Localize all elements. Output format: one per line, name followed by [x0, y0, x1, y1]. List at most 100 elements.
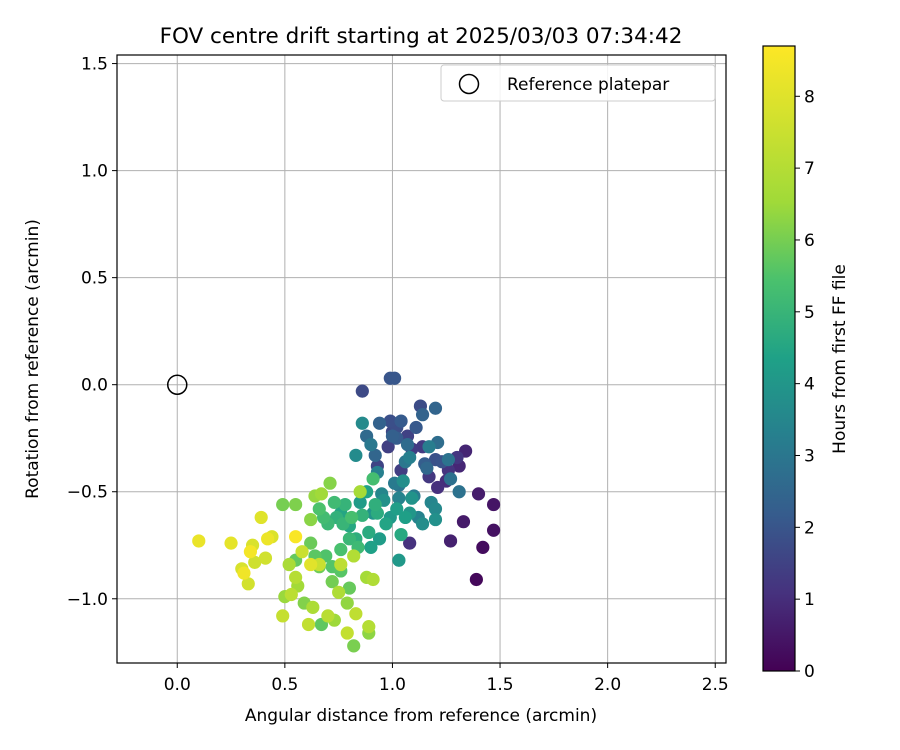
- y-tick-label-5: 1.5: [81, 55, 108, 75]
- data-point-51: [422, 440, 436, 454]
- data-point-29: [388, 371, 402, 385]
- data-point-22: [355, 384, 369, 398]
- data-point-114: [340, 596, 354, 610]
- data-point-36: [415, 408, 430, 422]
- data-point-145: [304, 557, 318, 572]
- colorbar-tick-label-4: 4: [804, 375, 815, 395]
- y-tick-label-4: 1.0: [81, 162, 108, 182]
- data-point-149: [237, 566, 251, 580]
- data-point-72: [390, 502, 404, 516]
- data-point-34: [385, 429, 400, 443]
- data-point-44: [452, 485, 466, 499]
- x-axis-label: Angular distance from reference (arcmin): [245, 706, 597, 726]
- data-point-129: [321, 609, 335, 623]
- colorbar-gradient: [762, 45, 796, 672]
- data-point-70: [353, 495, 367, 510]
- reference-marker: [167, 374, 188, 395]
- data-point-96: [312, 502, 326, 516]
- reference-platepar-marker: [167, 374, 188, 395]
- data-point-85: [355, 508, 369, 522]
- y-tick-label-2: 0.0: [81, 376, 108, 396]
- data-point-127: [362, 620, 376, 634]
- y-tick-label-1: −0.5: [67, 483, 108, 503]
- legend-label-reference-platepar: Reference platepar: [507, 75, 669, 95]
- data-point-83: [368, 497, 382, 512]
- data-point-131: [334, 557, 348, 572]
- colorbar: 0 1 2 3 4 5 6 7 8 Hours from first FF file: [762, 45, 850, 682]
- data-point-93: [366, 472, 380, 486]
- data-point-48: [364, 438, 378, 452]
- data-point-134: [340, 626, 354, 640]
- chart-title: FOV centre drift starting at 2025/03/03 …: [160, 24, 683, 49]
- data-point-128: [289, 570, 303, 584]
- data-point-137: [295, 545, 309, 559]
- colorbar-tick-label-8: 8: [804, 87, 815, 107]
- data-points: [192, 371, 501, 653]
- data-point-71: [372, 532, 387, 546]
- y-axis-label: Rotation from reference (arcmin): [23, 219, 43, 499]
- data-point-0: [469, 572, 483, 587]
- data-point-122: [282, 557, 296, 572]
- data-point-108: [347, 639, 361, 653]
- data-point-30: [409, 420, 423, 435]
- data-point-5: [471, 487, 486, 501]
- colorbar-tick-label-7: 7: [804, 159, 815, 179]
- data-point-150: [243, 545, 258, 559]
- data-point-79: [394, 527, 408, 542]
- y-axis-ticks: −1.0 −0.5 0.0 0.5 1.0 1.5: [67, 55, 117, 610]
- x-tick-label-4: 2.0: [594, 675, 621, 695]
- x-axis-ticks: 0.0 0.5 1.0 1.5 2.0 2.5: [164, 663, 729, 695]
- data-point-62: [396, 474, 410, 488]
- data-point-18: [381, 440, 395, 454]
- data-point-135: [276, 609, 290, 623]
- data-point-139: [258, 551, 273, 565]
- data-point-94: [344, 510, 359, 525]
- data-point-60: [349, 448, 363, 462]
- data-point-91: [327, 495, 341, 510]
- data-point-68: [392, 553, 406, 567]
- legend-marker-circle: [458, 73, 480, 95]
- data-point-138: [248, 555, 262, 569]
- data-point-132: [349, 607, 363, 621]
- colorbar-tick-label-1: 1: [804, 590, 815, 610]
- data-point-59: [355, 416, 369, 430]
- data-point-74: [364, 540, 378, 554]
- data-point-10: [431, 480, 445, 495]
- data-point-1: [476, 540, 490, 554]
- data-point-73: [398, 510, 412, 525]
- colorbar-tick-label-6: 6: [804, 231, 815, 251]
- data-point-76: [379, 517, 393, 531]
- data-point-65: [405, 491, 419, 505]
- data-point-106: [325, 575, 339, 589]
- x-tick-label-2: 1.0: [379, 675, 406, 695]
- y-tick-label-0: −1.0: [67, 590, 108, 610]
- data-point-107: [276, 497, 290, 512]
- data-point-35: [372, 416, 387, 430]
- data-point-112: [304, 512, 318, 527]
- data-point-95: [334, 542, 348, 557]
- data-point-25: [383, 414, 397, 428]
- data-point-104: [304, 536, 318, 550]
- data-point-126: [347, 549, 361, 563]
- data-point-109: [289, 497, 303, 512]
- data-point-146: [224, 536, 238, 550]
- data-point-63: [428, 512, 443, 527]
- data-point-86: [338, 497, 352, 512]
- data-point-147: [192, 534, 206, 548]
- data-point-118: [314, 487, 329, 501]
- data-point-52: [403, 450, 417, 465]
- data-point-124: [332, 585, 346, 599]
- colorbar-tick-label-5: 5: [804, 303, 815, 323]
- data-point-111: [323, 476, 337, 490]
- data-point-140: [241, 577, 255, 591]
- data-point-37: [428, 401, 443, 415]
- x-tick-label-5: 2.5: [702, 675, 729, 695]
- data-point-6: [443, 534, 458, 548]
- x-tick-label-0: 0.0: [164, 675, 191, 695]
- data-point-130: [284, 587, 298, 602]
- colorbar-label: Hours from first FF file: [830, 264, 850, 454]
- grid-lines: [117, 55, 726, 663]
- data-point-125: [366, 572, 380, 587]
- data-point-133: [301, 617, 316, 632]
- data-point-2: [486, 523, 501, 537]
